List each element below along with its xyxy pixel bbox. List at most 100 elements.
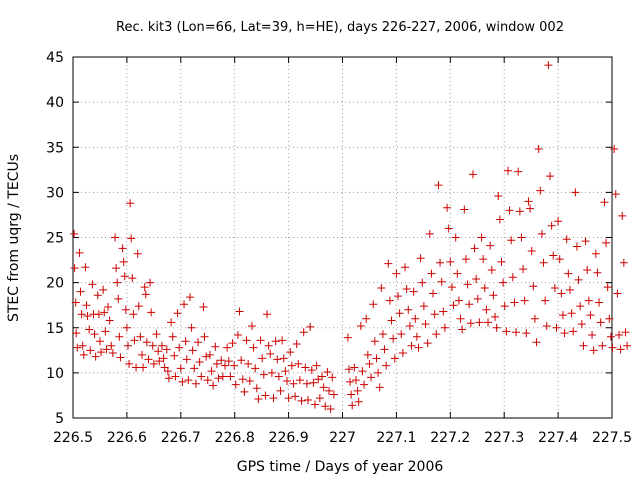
data-point-marker — [412, 332, 421, 341]
data-point-marker — [588, 330, 597, 339]
data-point-marker — [389, 334, 398, 343]
data-point-marker — [118, 244, 127, 253]
data-point-marker — [499, 278, 508, 287]
data-point-marker — [362, 314, 371, 323]
data-point-marker — [550, 284, 559, 293]
data-point-marker — [202, 352, 211, 361]
data-point-marker — [114, 294, 123, 303]
data-point-marker — [102, 345, 111, 354]
data-point-marker — [562, 235, 571, 244]
data-point-marker — [182, 355, 191, 364]
data-point-marker — [226, 372, 235, 381]
data-point-marker — [242, 336, 251, 345]
data-point-marker — [465, 300, 474, 309]
data-point-marker — [301, 363, 310, 372]
data-point-marker — [184, 376, 193, 385]
data-point-marker — [85, 325, 94, 334]
data-point-marker — [602, 238, 611, 247]
data-point-marker — [572, 242, 581, 251]
data-point-marker — [271, 337, 280, 346]
data-point-marker — [343, 333, 352, 342]
data-point-marker — [595, 298, 604, 307]
data-point-marker — [171, 372, 180, 381]
data-point-marker — [461, 255, 470, 264]
data-point-marker — [311, 400, 320, 409]
data-point-marker — [108, 349, 117, 358]
data-point-marker — [323, 367, 332, 376]
data-point-marker — [421, 320, 430, 329]
data-point-marker — [512, 328, 521, 337]
data-point-marker — [90, 330, 99, 339]
data-point-marker — [126, 199, 135, 208]
data-point-marker — [384, 259, 393, 268]
data-point-marker — [72, 329, 81, 338]
data-point-marker — [473, 294, 482, 303]
data-point-marker — [486, 241, 495, 250]
data-point-marker — [615, 330, 624, 339]
data-point-marker — [494, 191, 503, 200]
data-point-marker — [100, 308, 109, 317]
data-point-marker — [237, 356, 246, 365]
data-point-marker — [93, 291, 102, 300]
data-point-marker — [218, 372, 227, 381]
data-point-marker — [266, 349, 275, 358]
x-tick-label: 226.6 — [107, 430, 147, 446]
x-tick-label: 226.9 — [269, 430, 309, 446]
data-point-marker — [447, 283, 456, 292]
data-point-marker — [416, 254, 425, 263]
data-point-marker — [119, 257, 128, 266]
data-point-marker — [142, 338, 151, 347]
data-point-marker — [581, 237, 590, 246]
axis-ticks: 226.5 226.6 226.7 226.8 226.9 227 227.1 227.2 22… — [46, 50, 632, 446]
data-point-marker — [307, 366, 316, 375]
data-point-marker — [197, 372, 206, 381]
data-point-marker — [524, 197, 533, 206]
data-point-marker — [430, 310, 439, 319]
data-point-marker — [482, 305, 491, 314]
data-point-marker — [437, 277, 446, 286]
data-point-marker — [425, 229, 434, 238]
data-point-marker — [91, 352, 100, 361]
data-point-marker — [522, 329, 531, 338]
data-point-marker — [113, 278, 122, 287]
data-point-marker — [141, 290, 150, 299]
data-point-marker — [127, 234, 136, 243]
data-point-marker — [407, 341, 416, 350]
data-point-marker — [603, 283, 612, 292]
data-point-marker — [299, 328, 308, 337]
data-point-marker — [347, 390, 356, 399]
data-point-marker — [479, 255, 488, 264]
data-point-marker — [178, 377, 187, 386]
data-point-marker — [325, 386, 334, 395]
data-point-marker — [515, 207, 524, 216]
y-axis-label: STEC from uqrg / TECUs — [6, 154, 22, 322]
data-point-marker — [432, 330, 441, 339]
data-point-marker — [613, 289, 622, 298]
data-point-marker — [282, 376, 291, 385]
x-tick-label: 227.5 — [592, 430, 632, 446]
data-point-marker — [619, 258, 628, 267]
data-point-marker — [168, 332, 177, 341]
data-point-marker — [181, 337, 190, 346]
x-tick-label: 227.2 — [430, 430, 470, 446]
data-point-marker — [346, 377, 355, 386]
data-point-marker — [79, 350, 88, 359]
data-point-marker — [618, 211, 627, 220]
data-point-marker — [217, 356, 226, 365]
data-point-marker — [552, 323, 561, 332]
data-point-marker — [86, 346, 95, 355]
data-point-marker — [405, 321, 414, 330]
data-point-marker — [276, 386, 285, 395]
data-point-marker — [503, 166, 512, 175]
data-point-marker — [348, 401, 357, 410]
data-point-marker — [187, 323, 196, 332]
data-point-marker — [129, 310, 138, 319]
data-point-marker — [318, 372, 327, 381]
data-points — [70, 61, 632, 413]
data-point-marker — [274, 372, 283, 381]
data-point-marker — [136, 332, 145, 341]
y-tick-label: 40 — [46, 95, 64, 111]
data-point-marker — [101, 327, 110, 336]
data-point-marker — [211, 342, 220, 351]
